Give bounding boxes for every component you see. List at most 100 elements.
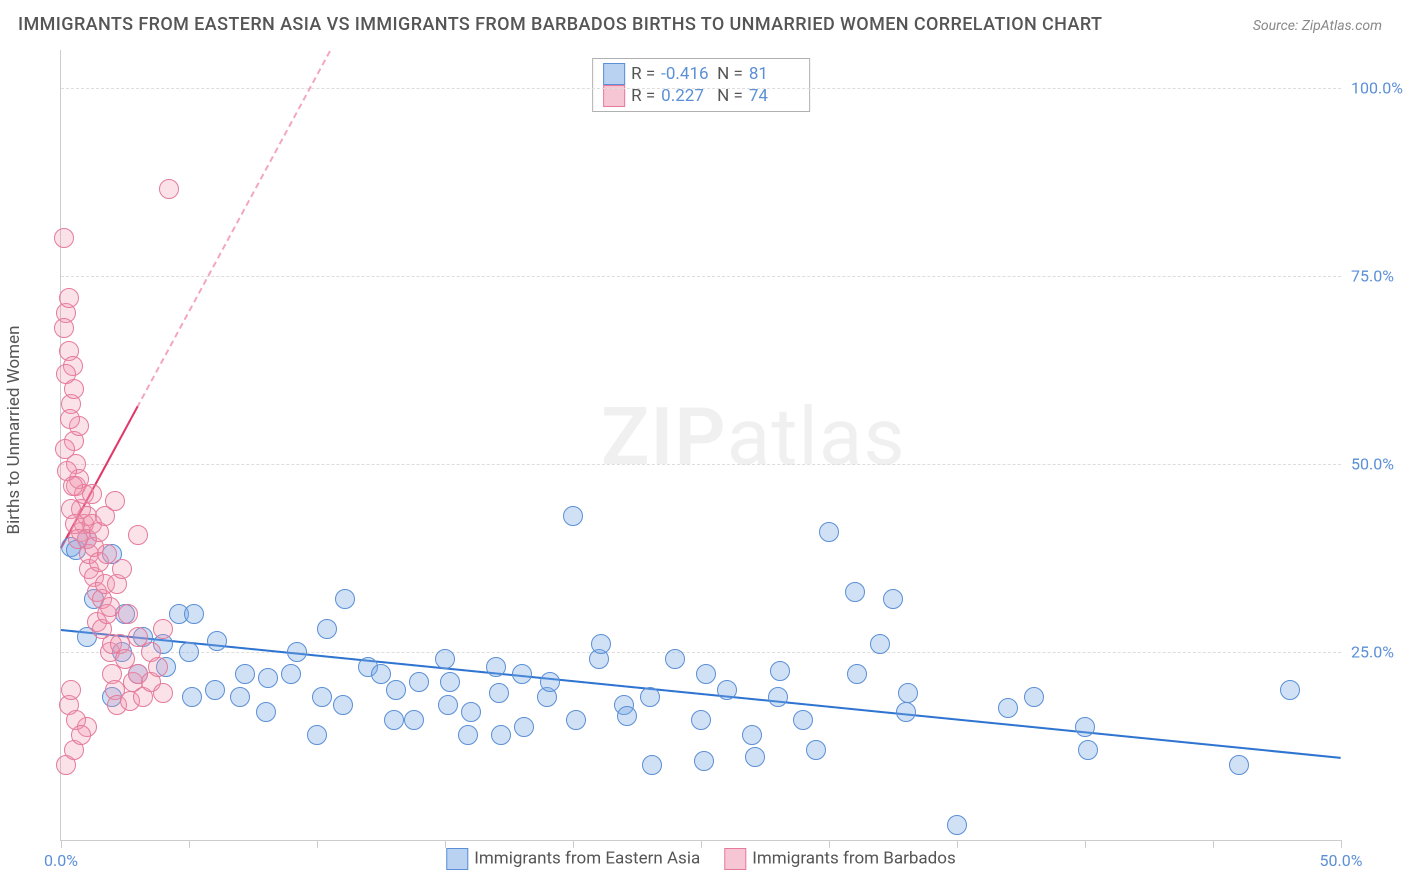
x-tick: [957, 840, 958, 848]
scatter-point: [235, 664, 255, 684]
scatter-point: [486, 657, 506, 677]
source-attribution: Source: ZipAtlas.com: [1253, 18, 1382, 34]
y-tick-label: 100.0%: [1351, 78, 1406, 97]
scatter-point: [148, 657, 168, 677]
scatter-point: [371, 664, 391, 684]
scatter-point: [847, 664, 867, 684]
scatter-point: [896, 702, 916, 722]
scatter-point: [819, 522, 839, 542]
scatter-point: [61, 680, 81, 700]
scatter-point: [1024, 687, 1044, 707]
scatter-point: [82, 484, 102, 504]
scatter-point: [489, 683, 509, 703]
scatter-point: [409, 672, 429, 692]
gridline-h: [61, 652, 1341, 653]
legend-label: Immigrants from Eastern Asia: [474, 848, 700, 868]
watermark-bold: ZIP: [601, 390, 727, 484]
scatter-point: [335, 589, 355, 609]
scatter-point: [55, 439, 75, 459]
scatter-point: [512, 664, 532, 684]
scatter-point: [742, 725, 762, 745]
gridline-h: [61, 464, 1341, 465]
scatter-point: [118, 604, 138, 624]
scatter-point: [458, 725, 478, 745]
scatter-point: [998, 698, 1018, 718]
scatter-point: [404, 710, 424, 730]
watermark-light: atlas: [727, 390, 906, 484]
x-tick: [1341, 840, 1342, 848]
scatter-point: [184, 604, 204, 624]
n-value: 74: [749, 86, 799, 106]
n-label: N =: [717, 64, 743, 84]
scatter-point: [435, 649, 455, 669]
scatter-point: [205, 680, 225, 700]
scatter-point: [333, 695, 353, 715]
legend-swatch: [446, 848, 468, 870]
n-value: 81: [749, 64, 799, 84]
scatter-point: [806, 740, 826, 760]
scatter-point: [317, 619, 337, 639]
scatter-point: [566, 710, 586, 730]
scatter-point: [845, 582, 865, 602]
x-tick-label: 50.0%: [1320, 851, 1363, 870]
scatter-point: [691, 710, 711, 730]
scatter-point: [617, 706, 637, 726]
x-tick: [573, 840, 574, 848]
y-axis-label: Births to Unmarried Women: [4, 326, 24, 535]
scatter-point: [491, 725, 511, 745]
scatter-point: [883, 589, 903, 609]
x-tick: [445, 840, 446, 848]
scatter-point: [312, 687, 332, 707]
scatter-point: [207, 631, 227, 651]
scatter-point: [694, 751, 714, 771]
scatter-point: [56, 364, 76, 384]
scatter-point: [153, 619, 173, 639]
gridline-h: [61, 88, 1341, 89]
scatter-point: [287, 642, 307, 662]
scatter-point: [59, 288, 79, 308]
scatter-point: [461, 702, 481, 722]
scatter-point: [898, 683, 918, 703]
n-label: N =: [717, 86, 743, 106]
scatter-point: [105, 491, 125, 511]
scatter-point: [54, 318, 74, 338]
scatter-point: [514, 717, 534, 737]
scatter-point: [68, 529, 88, 549]
scatter-point: [128, 525, 148, 545]
trend-line: [61, 629, 1341, 759]
scatter-point: [1280, 680, 1300, 700]
scatter-point: [717, 680, 737, 700]
r-label: R =: [631, 64, 655, 84]
gridline-h: [61, 276, 1341, 277]
scatter-point: [386, 680, 406, 700]
scatter-point: [1075, 717, 1095, 737]
scatter-point: [182, 687, 202, 707]
y-tick-label: 75.0%: [1351, 266, 1406, 285]
legend-stat-row: R = -0.416 N = 81: [603, 63, 799, 85]
y-tick-label: 50.0%: [1351, 454, 1406, 473]
scatter-point: [947, 815, 967, 835]
scatter-point: [665, 649, 685, 669]
watermark: ZIPatlas: [601, 390, 906, 484]
scatter-point: [256, 702, 276, 722]
legend-swatch: [603, 63, 625, 85]
legend-stats-box: R =-0.416N =81R =0.227N =74: [592, 58, 810, 112]
scatter-point: [159, 179, 179, 199]
scatter-point: [112, 559, 132, 579]
x-tick: [1213, 840, 1214, 848]
scatter-point: [793, 710, 813, 730]
x-tick: [701, 840, 702, 848]
legend-bottom: Immigrants from Eastern Asia Immigrants f…: [446, 848, 955, 870]
scatter-point: [281, 664, 301, 684]
legend-item: Immigrants from Barbados: [724, 848, 956, 870]
x-tick: [317, 840, 318, 848]
scatter-point: [153, 683, 173, 703]
scatter-point: [71, 725, 91, 745]
scatter-point: [307, 725, 327, 745]
legend-swatch: [724, 848, 746, 870]
scatter-point: [745, 747, 765, 767]
r-value: -0.416: [661, 64, 711, 84]
scatter-point: [230, 687, 250, 707]
x-tick: [61, 840, 62, 848]
scatter-point: [60, 409, 80, 429]
